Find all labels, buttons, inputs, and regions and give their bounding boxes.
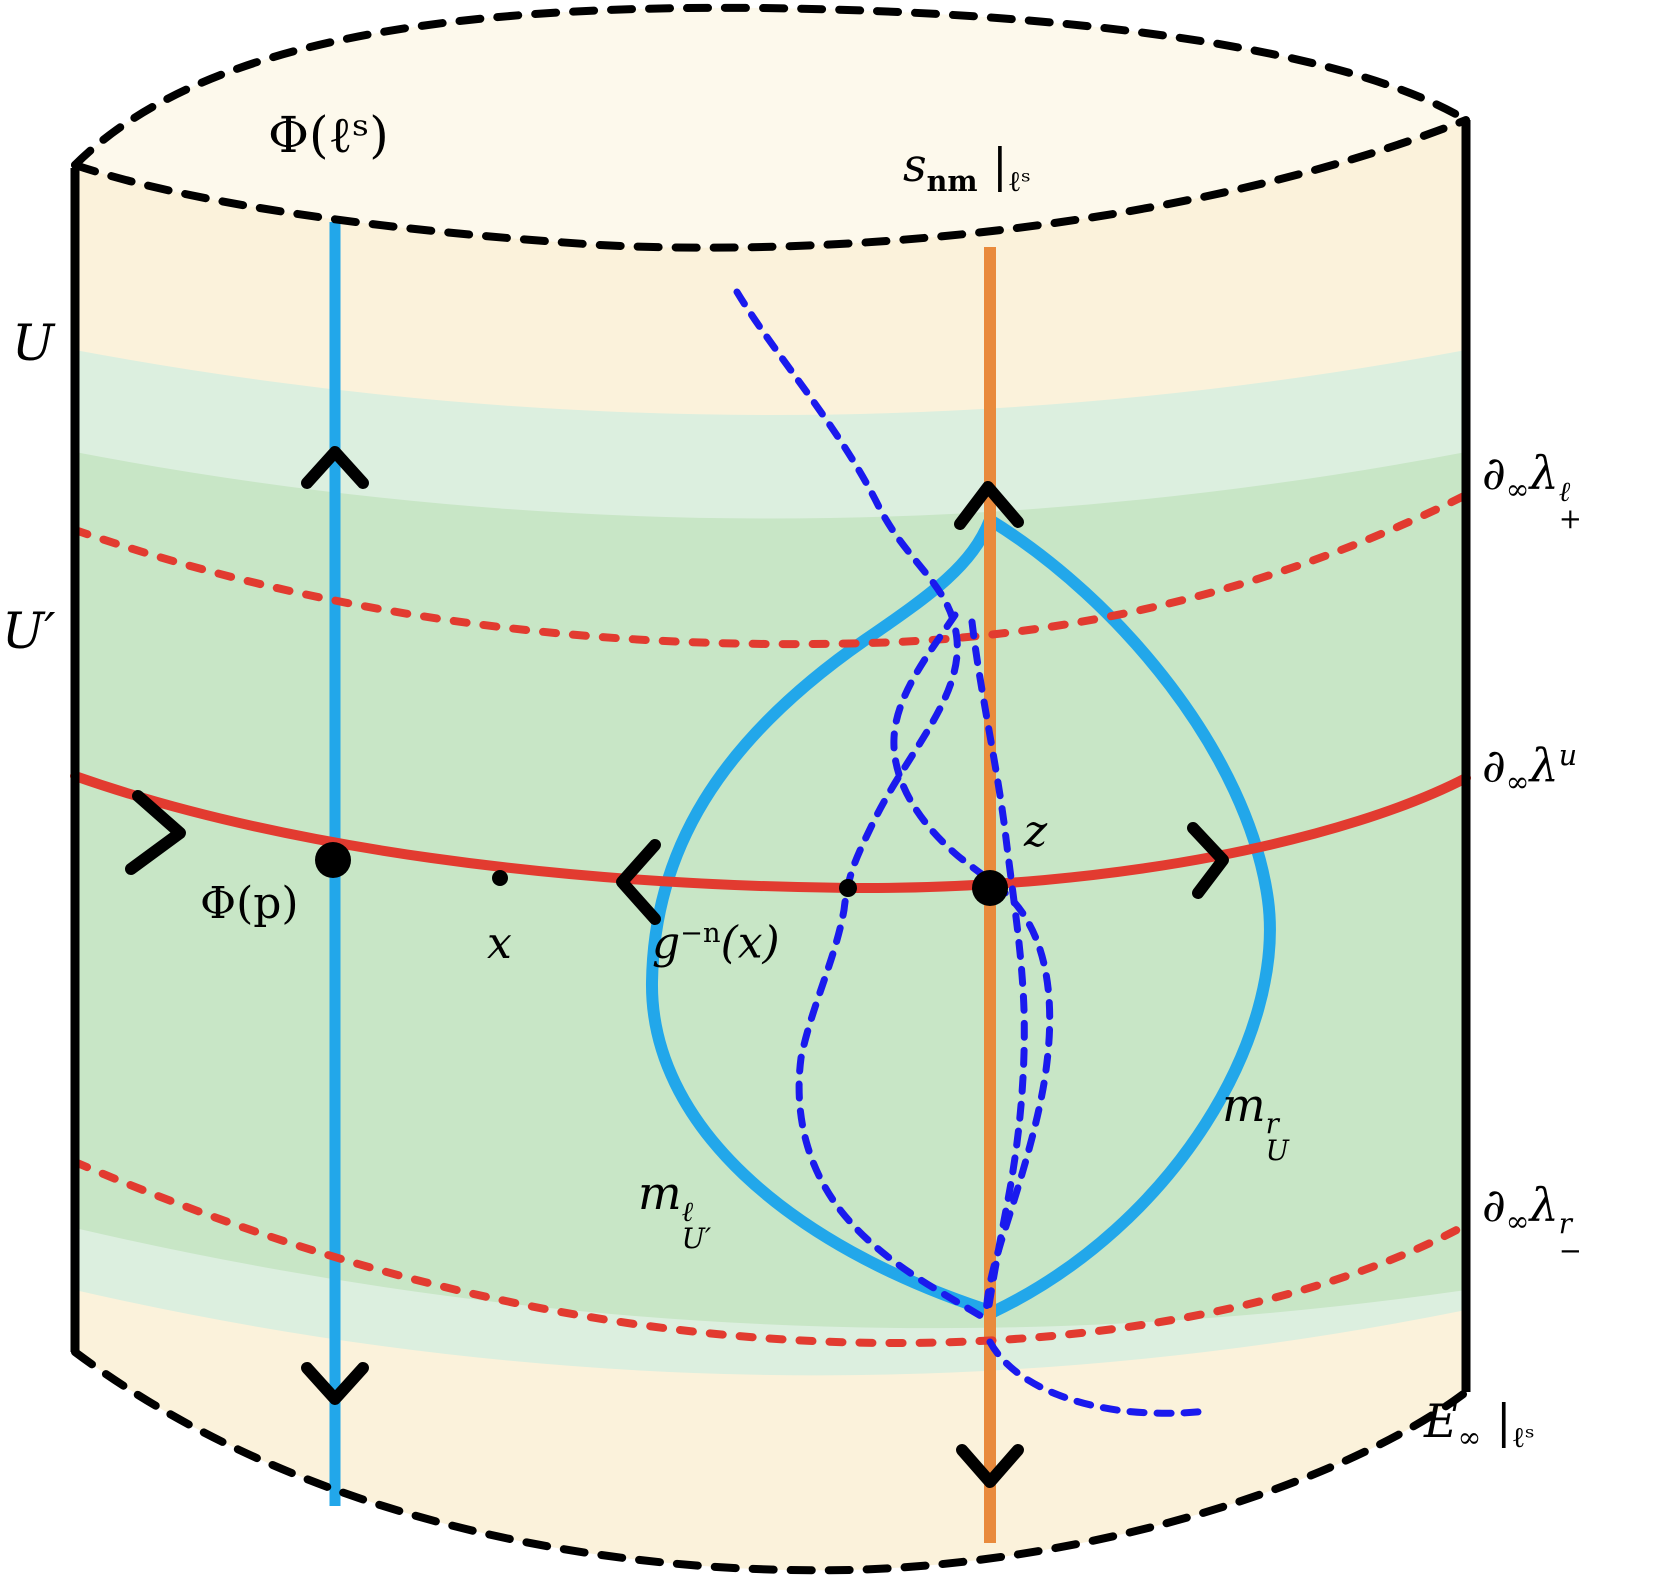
point-z [972, 870, 1008, 906]
boundary-lambda-plus-curve [71, 491, 1470, 649]
bottom-rim-front [71, 1348, 1470, 1575]
arrow-orange-down [956, 1444, 1024, 1488]
top-rim-front [71, 116, 1470, 252]
top-rim-back [71, 3, 1470, 169]
dashed-orbit-curve-3 [968, 618, 1028, 1316]
label-boundary-lambda-minus: ∂∞λ r − [1482, 1178, 1582, 1267]
arrow-blue-down [301, 1362, 369, 1405]
dashed-orbit-curve-2 [890, 611, 1054, 1320]
boundary-lambda-minus-curve [71, 1158, 1470, 1348]
label-s-nm: snm |ℓˢ [903, 138, 1031, 199]
arrow-red-right [1187, 822, 1229, 899]
label-boundary-lambda-u: ∂∞λu [1482, 738, 1578, 799]
label-z: z [1024, 806, 1048, 857]
label-U-prime: U′ [2, 602, 56, 660]
dashed-orbit-tail [986, 1338, 1210, 1417]
label-phi-p: Φ(p) [200, 878, 299, 929]
point-phi-p [315, 842, 351, 878]
label-phi-ls: Φ(ℓˢ) [268, 106, 389, 164]
label-x: x [487, 918, 512, 969]
arrow-red-left [125, 790, 186, 875]
boundary-lambda-u-curve [70, 771, 1471, 894]
label-E-infinity: E∞ |ℓˢ [1424, 1394, 1535, 1455]
arrow-red-middle [616, 839, 661, 925]
arrow-orange-up [954, 481, 1024, 530]
cylinder-top-face [75, 7, 1466, 248]
label-m-l-U-prime: m ℓ U′ [638, 1166, 712, 1255]
point-x [492, 870, 508, 886]
label-U: U [12, 314, 55, 372]
arrow-blue-up [301, 446, 369, 489]
label-boundary-lambda-plus: ∂∞λ ℓ + [1482, 446, 1582, 535]
point-g-inv-x [839, 879, 857, 897]
dashed-orbit-curve-1 [733, 288, 988, 1322]
label-g-inverse-x: g−n(x) [652, 917, 780, 969]
